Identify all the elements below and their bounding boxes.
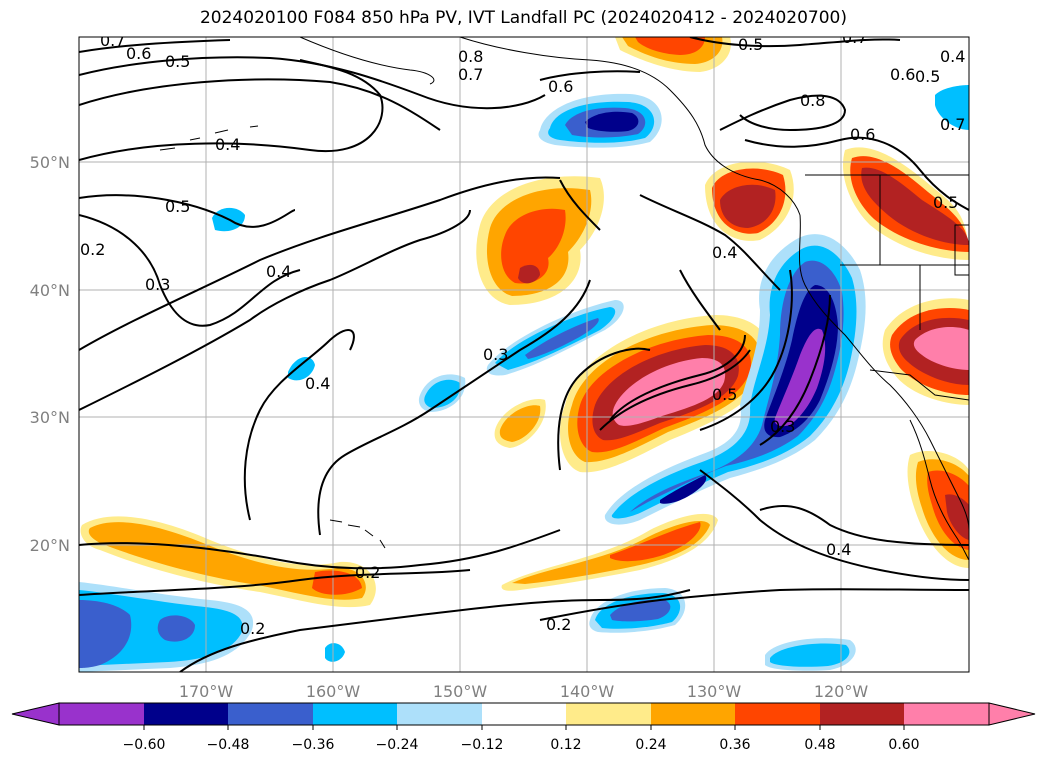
- negative-anomaly-small-central: [288, 356, 315, 381]
- positive-anomaly-band-central: [501, 513, 718, 591]
- lat-label-30n: 30°N: [30, 408, 70, 427]
- negative-anomaly-southwest: [79, 582, 254, 672]
- lon-label-140w: 140°W: [560, 682, 615, 701]
- colorbar-tick-label: −0.12: [461, 737, 504, 753]
- lon-label-160w: 160°W: [306, 682, 361, 701]
- lat-label-40n: 40°N: [30, 281, 70, 300]
- lat-label-20n: 20°N: [30, 536, 70, 555]
- contour-label: 0.6: [126, 44, 151, 63]
- coastlines: [159, 37, 969, 561]
- contour-label: 0.4: [215, 135, 240, 154]
- contour-label: 0.4: [712, 243, 737, 262]
- colorbar-tick-label: 0.60: [888, 737, 919, 753]
- map-frame: [78, 36, 970, 673]
- colorbar-bin: [482, 703, 566, 725]
- lon-label-150w: 150°W: [433, 682, 488, 701]
- colorbar-bin: [397, 703, 482, 725]
- positive-anomaly-southwest: [882, 298, 969, 405]
- contour-label: 0.4: [305, 374, 330, 393]
- colorbar-tick-label: −0.24: [376, 737, 419, 753]
- colorbar-bin: [651, 703, 735, 725]
- contour-label: 0.3: [770, 417, 795, 436]
- negative-anomaly-goa: [538, 93, 662, 148]
- negative-anomaly-northeast: [935, 85, 969, 130]
- colorbar-bin: [228, 703, 313, 725]
- gridlines: [79, 37, 969, 672]
- contour-label: 0.7: [458, 65, 483, 84]
- lon-label-130w: 130°W: [687, 682, 742, 701]
- longitude-labels: 170°W 160°W 150°W 140°W 130°W 120°W: [179, 682, 869, 701]
- contour-label: 0.2: [355, 563, 380, 582]
- contour-label: 0.2: [240, 619, 265, 638]
- contour-label: 0.5: [933, 193, 958, 212]
- contour-label: 0.7: [842, 28, 867, 47]
- positive-anomaly-blob-north: [476, 176, 604, 305]
- contour-label: 0.2: [80, 240, 105, 259]
- colorbar-bin: [144, 703, 228, 725]
- contour-label: 0.3: [483, 345, 508, 364]
- colorbar-tick-label: −0.36: [292, 737, 335, 753]
- colorbar-bin: [820, 703, 904, 725]
- colorbar-bin: [735, 703, 820, 725]
- negative-anomaly-small-south: [325, 643, 345, 662]
- positive-anomaly-alaska: [615, 37, 731, 72]
- political-borders: [805, 174, 969, 401]
- contour-label: 0.8: [800, 91, 825, 110]
- colorbar-tick-label: 0.24: [635, 737, 666, 753]
- contour-labels: 0.7 0.6 0.5 0.8 0.7 0.5 0.7 0.4 0.6 0.8 …: [80, 28, 965, 638]
- contour-label: 0.4: [826, 540, 851, 559]
- contour-label: 0.8: [458, 47, 483, 66]
- colorbar-bin: [59, 703, 144, 725]
- contour-label: 0.5: [712, 385, 737, 404]
- colorbar-tick-label: 0.36: [719, 737, 750, 753]
- contour-label: 0.6: [548, 77, 573, 96]
- colorbar-bin: [904, 703, 989, 725]
- contour-label: 0.5: [738, 35, 763, 54]
- contour-label: 0.5: [165, 52, 190, 71]
- map-panel: 0.7 0.6 0.5 0.8 0.7 0.5 0.7 0.4 0.6 0.8 …: [79, 28, 969, 672]
- colorbar-tick-label: 0.48: [804, 737, 835, 753]
- positive-anomaly-mexico: [907, 450, 969, 568]
- positive-anomaly-pnw: [705, 161, 794, 241]
- negative-anomaly-streak: [486, 300, 624, 376]
- pv-contours: [79, 37, 969, 672]
- lat-label-50n: 50°N: [30, 153, 70, 172]
- contour-label: 0.4: [940, 47, 965, 66]
- colorbar-tick-label: −0.48: [207, 737, 250, 753]
- contour-label: 0.2: [546, 615, 571, 634]
- colorbar-bin: [313, 703, 397, 725]
- lon-label-120w: 120°W: [814, 682, 869, 701]
- contour-label: 0.3: [145, 275, 170, 294]
- contour-label: 0.7: [100, 31, 125, 50]
- colorbar: −0.60 −0.48 −0.36 −0.24 −0.12 0.12 0.24 …: [11, 702, 1036, 753]
- contour-label: 0.6: [850, 125, 875, 144]
- colorbar-frame: [58, 702, 990, 726]
- colorbar-bin: [566, 703, 651, 725]
- lon-label-170w: 170°W: [179, 682, 234, 701]
- contour-label: 0.5: [915, 67, 940, 86]
- contour-label: 0.5: [165, 197, 190, 216]
- figure-title: 2024020100 F084 850 hPa PV, IVT Landfall…: [199, 8, 847, 28]
- colorbar-extend-left: [11, 702, 60, 726]
- latitude-labels: 50°N 40°N 30°N 20°N: [30, 153, 70, 555]
- contour-label: 0.6: [890, 65, 915, 84]
- colorbar-extend-right: [988, 702, 1036, 726]
- colorbar-tick-label: −0.60: [123, 737, 166, 753]
- contour-label: 0.7: [940, 115, 965, 134]
- colorbar-tick-label: 0.12: [550, 737, 581, 753]
- contour-label: 0.4: [266, 262, 291, 281]
